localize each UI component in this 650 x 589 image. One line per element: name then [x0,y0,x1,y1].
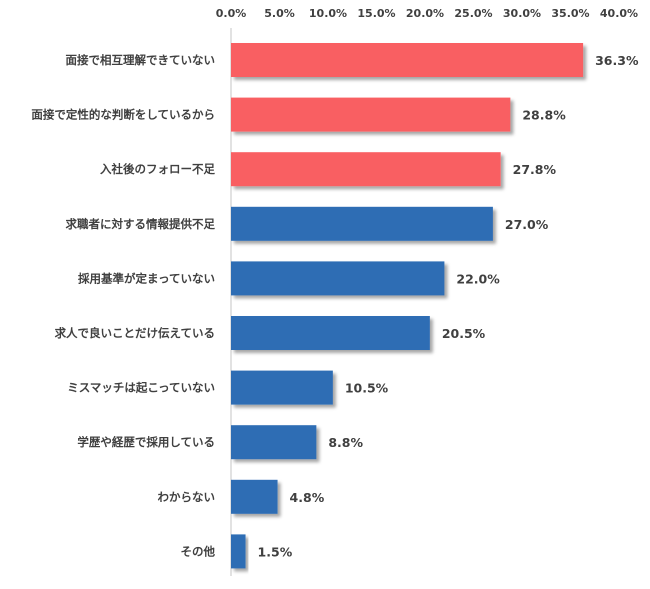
category-label: 採用基準が定まっていない [78,271,215,285]
category-label: 学歴や経歴で採用している [77,435,215,449]
bar [231,152,501,187]
x-tick-label: 0.0% [216,7,247,20]
value-label: 4.8% [290,490,325,505]
category-label: ミスマッチは起こっていない [67,381,215,395]
x-tick-label: 20.0% [406,7,444,20]
category-label: 面接で相互理解できていない [66,53,216,67]
bar [231,261,445,296]
x-tick-label: 35.0% [551,7,589,20]
category-label: 求職者に対する情報提供不足 [66,217,216,231]
bar [231,316,430,350]
x-tick-label: 15.0% [357,7,395,20]
value-label: 20.5% [442,326,486,341]
bar [231,206,493,241]
bar [231,425,317,460]
bar [231,479,278,514]
value-label: 1.5% [258,544,293,559]
category-label: 入社後のフォロー不足 [100,162,215,176]
category-label: 面接で定性的な判断をしているから [31,108,215,122]
value-label: 8.8% [328,435,363,450]
bar [231,370,333,405]
value-label: 27.0% [505,217,549,232]
category-label: わからない [158,490,216,504]
x-tick-label: 10.0% [309,7,347,20]
bar [231,43,584,77]
x-tick-label: 30.0% [503,7,541,20]
x-tick-label: 40.0% [600,7,638,20]
value-label: 27.8% [513,162,557,177]
value-label: 10.5% [345,381,389,396]
x-tick-label: 25.0% [454,7,492,20]
x-tick-label: 5.0% [264,7,295,20]
bar [231,534,246,569]
bar [231,97,511,132]
value-label: 28.8% [522,108,566,123]
category-label: 求人で良いことだけ伝えている [55,326,215,340]
value-label: 22.0% [456,271,500,286]
value-label: 36.3% [595,53,639,68]
category-label: その他 [181,544,216,558]
